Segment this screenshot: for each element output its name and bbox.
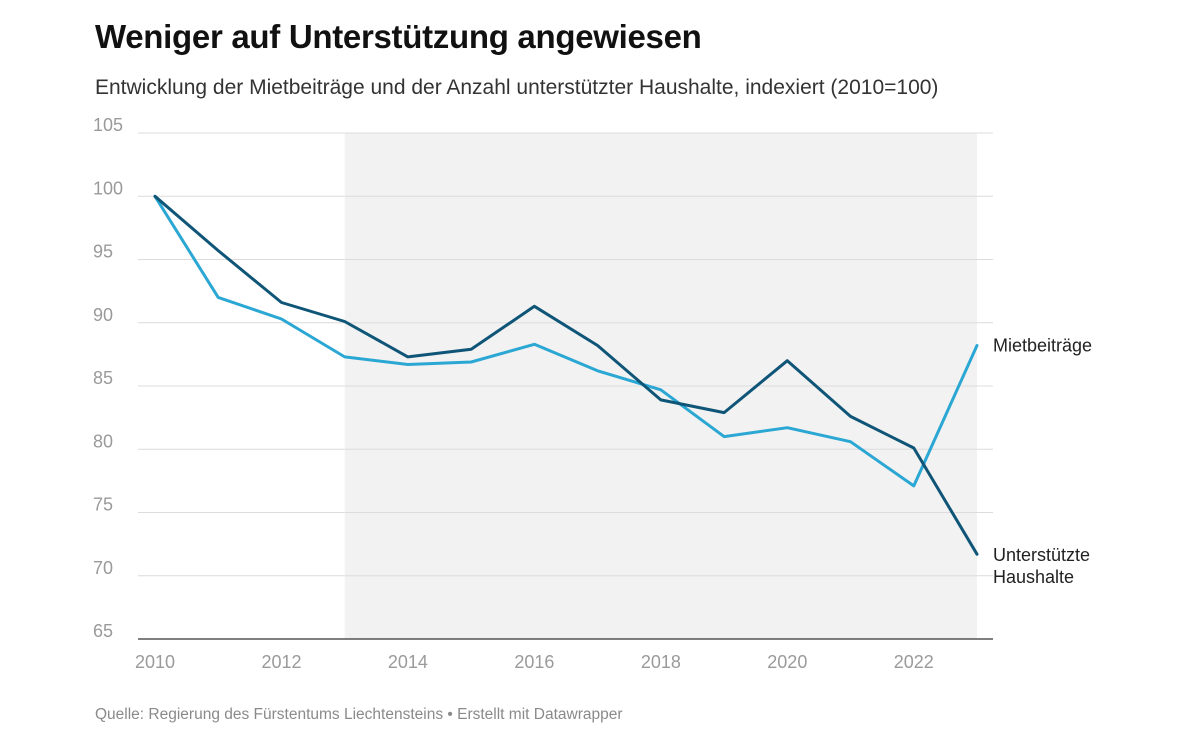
y-tick-label: 105 [93,115,123,135]
y-tick-label: 65 [93,621,113,641]
mietbeitraege-line [153,194,979,488]
x-tick-label: 2018 [641,652,681,672]
x-tick-label: 2020 [767,652,807,672]
source-note: Quelle: Regierung des Fürstentums Liecht… [95,706,623,723]
y-tick-label: 90 [93,305,113,325]
x-tick-label: 2016 [514,652,554,672]
y-tick-label: 75 [93,495,113,515]
y-tick-label: 85 [93,368,113,388]
x-tick-label: 2014 [388,652,428,672]
x-tick-label: 2012 [261,652,301,672]
label-unterstuetzte-haushalte: Unterstützte [993,545,1090,565]
chart-title: Weniger auf Unterstützung angewiesen [95,18,702,55]
y-tick-label: 95 [93,242,113,262]
x-tick-label: 2010 [135,652,175,672]
x-tick-label: 2022 [894,652,934,672]
unterstuetzte-haushalte-line [153,194,979,556]
y-tick-label: 70 [93,558,113,578]
y-tick-label: 100 [93,178,123,198]
y-tick-label: 80 [93,431,113,451]
label-unterstuetzte-haushalte: Haushalte [993,567,1074,587]
chart-subtitle: Entwicklung der Mietbeiträge und der Anz… [95,76,939,99]
label-mietbeitraege: Mietbeiträge [993,336,1092,356]
